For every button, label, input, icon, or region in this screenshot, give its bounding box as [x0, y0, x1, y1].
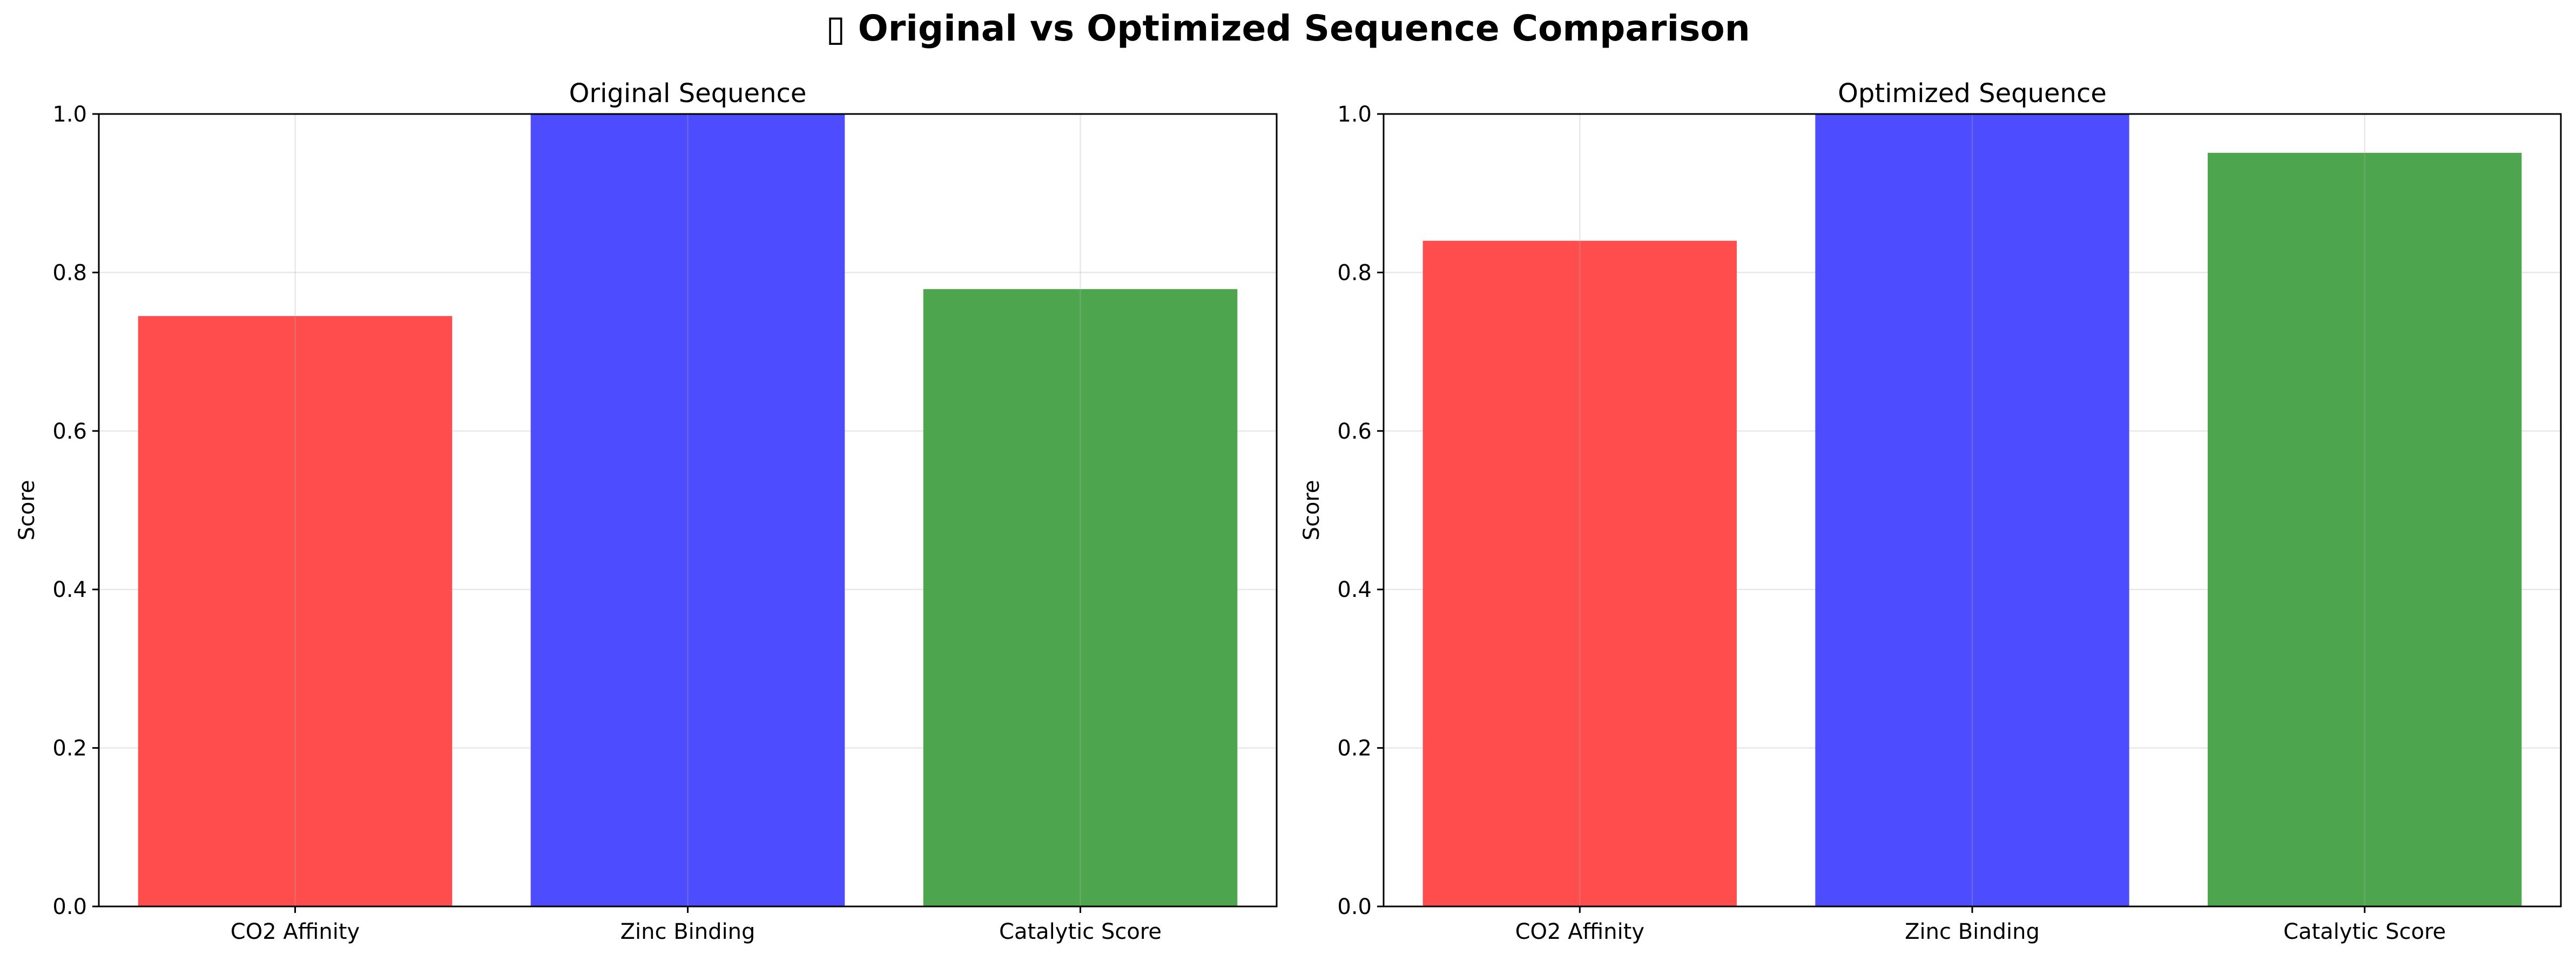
y-tick-label: 0.8: [52, 260, 87, 285]
y-tick-label: 0.6: [52, 419, 87, 444]
axes-title: Original Sequence: [569, 78, 807, 109]
y-tick-label: 0.4: [52, 577, 87, 602]
x-tick-label: Zinc Binding: [621, 919, 756, 944]
chart-panel-optimized: 0.0 0.2 0.4 0.6 0.8 1.0 CO2 Affinity Zinc Bindi…: [1299, 78, 2562, 944]
bar-zinc-binding: [1815, 114, 2129, 906]
y-tick-label: 0.0: [52, 895, 87, 919]
y-tick-label: 1.0: [52, 102, 87, 127]
y-tick-label: 0.2: [52, 736, 87, 761]
x-tick-label: CO2 Affinity: [231, 919, 360, 944]
bar-co2-affinity: [1422, 240, 1737, 907]
y-tick-label: 0.0: [1337, 895, 1372, 919]
x-tick-label: Catalytic Score: [2283, 919, 2446, 944]
chart-panel-original: 0.0 0.2 0.4 0.6 0.8 1.0 CO2 Affinity Zinc Bindi…: [15, 78, 1278, 944]
bar-catalytic-score: [923, 289, 1238, 906]
x-tick-label: CO2 Affinity: [1515, 919, 1644, 944]
y-tick-label: 0.8: [1337, 260, 1372, 285]
bar-co2-affinity: [138, 316, 453, 907]
y-axis-label: Score: [15, 480, 39, 540]
bar-catalytic-score: [2208, 152, 2522, 906]
y-tick-label: 0.4: [1337, 577, 1372, 602]
y-tick-label: 1.0: [1337, 102, 1372, 127]
figure-suptitle: ▯ Original vs Optimized Sequence Compari…: [826, 8, 1750, 49]
axes-title: Optimized Sequence: [1838, 78, 2107, 109]
bar-zinc-binding: [530, 114, 845, 906]
x-tick-label: Zinc Binding: [1905, 919, 2040, 944]
y-tick-label: 0.2: [1337, 736, 1372, 761]
y-axis-label: Score: [1299, 480, 1324, 540]
y-tick-label: 0.6: [1337, 419, 1372, 444]
x-tick-label: Catalytic Score: [999, 919, 1162, 944]
